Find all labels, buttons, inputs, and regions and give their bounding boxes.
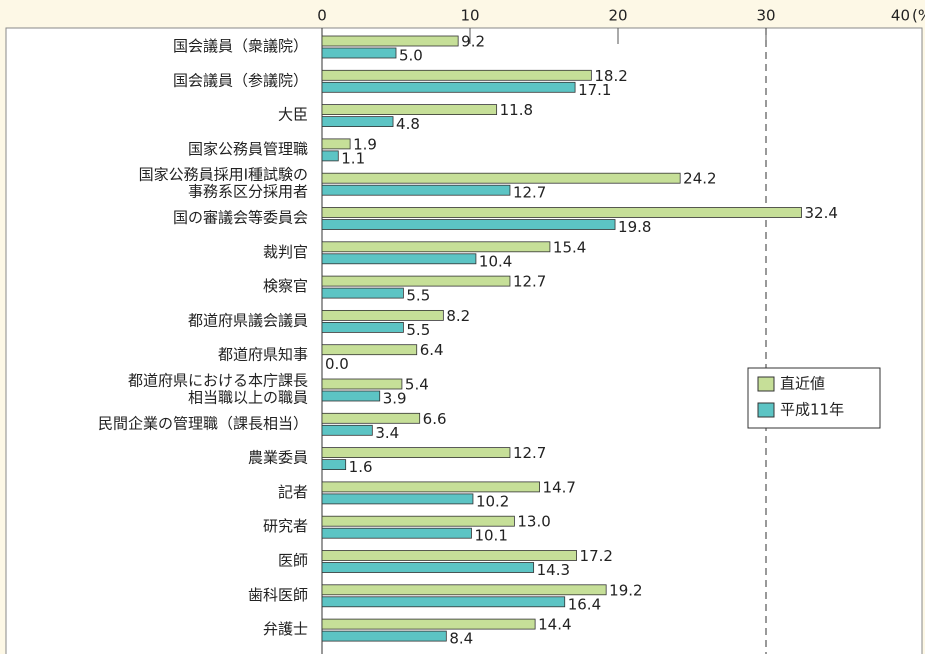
- x-tick-label: 10: [460, 7, 479, 25]
- bar: [322, 139, 350, 149]
- bar: [322, 288, 403, 298]
- value-label: 8.4: [449, 630, 473, 648]
- value-label: 5.0: [399, 47, 423, 65]
- category-label: 国家公務員管理職: [188, 139, 308, 157]
- value-label: 0.0: [325, 355, 349, 373]
- chart: 010203040(%)国会議員（衆議院）9.25.0国会議員（参議院）18.2…: [0, 0, 925, 654]
- bar: [322, 425, 372, 435]
- bar: [322, 82, 575, 92]
- value-label: 6.6: [423, 410, 447, 428]
- bar: [322, 185, 510, 195]
- value-label: 9.2: [461, 33, 485, 51]
- bar: [322, 36, 458, 46]
- category-label: 民間企業の管理職（課長相当）: [98, 414, 308, 432]
- bar: [322, 516, 514, 526]
- value-label: 1.1: [341, 149, 365, 167]
- category-label: 大臣: [278, 105, 308, 123]
- category-label: 記者: [278, 482, 308, 500]
- value-label: 14.7: [543, 478, 576, 496]
- value-label: 3.9: [383, 390, 407, 408]
- bar: [322, 460, 346, 470]
- bar: [322, 254, 476, 264]
- legend-swatch: [758, 377, 774, 391]
- bar: [322, 48, 396, 58]
- value-label: 3.4: [375, 424, 399, 442]
- category-label: 弁護士: [263, 620, 308, 638]
- bar: [322, 585, 606, 595]
- category-label: 都道府県知事: [218, 345, 308, 363]
- bar: [322, 413, 420, 423]
- value-label: 5.4: [405, 376, 429, 394]
- category-label: 都道府県議会議員: [188, 311, 308, 329]
- bar: [322, 619, 535, 629]
- value-label: 12.7: [513, 184, 546, 202]
- category-label: 国会議員（参議院）: [173, 71, 308, 89]
- value-label: 13.0: [517, 513, 550, 531]
- value-label: 6.4: [420, 341, 444, 359]
- category-label: 研究者: [263, 517, 308, 535]
- bar: [322, 208, 802, 218]
- category-label: 国会議員（衆議院）: [173, 37, 308, 55]
- value-label: 4.8: [396, 115, 420, 133]
- legend-label: 平成11年: [780, 401, 844, 419]
- bar: [322, 242, 550, 252]
- legend-label: 直近値: [780, 375, 825, 393]
- x-unit: (%): [912, 7, 925, 25]
- bar: [322, 310, 443, 320]
- bar: [322, 494, 473, 504]
- value-label: 32.4: [805, 204, 838, 222]
- value-label: 1.6: [349, 458, 373, 476]
- category-label: 国の審議会等委員会: [173, 208, 308, 226]
- bar: [322, 70, 591, 80]
- bar: [322, 345, 417, 355]
- value-label: 19.2: [609, 581, 642, 599]
- value-label: 10.4: [479, 252, 512, 270]
- category-label: 医師: [278, 551, 308, 569]
- value-label: 16.4: [568, 595, 601, 613]
- x-tick-label: 30: [756, 7, 775, 25]
- legend-swatch: [758, 403, 774, 417]
- x-tick-label: 0: [317, 7, 327, 25]
- value-label: 24.2: [683, 170, 716, 188]
- value-label: 8.2: [446, 307, 470, 325]
- bar: [322, 276, 510, 286]
- value-label: 12.7: [513, 273, 546, 291]
- value-label: 11.8: [500, 101, 533, 119]
- bar: [322, 322, 403, 332]
- bar: [322, 597, 565, 607]
- value-label: 10.2: [476, 492, 509, 510]
- value-label: 14.4: [538, 616, 571, 634]
- value-label: 14.3: [537, 561, 570, 579]
- bar: [322, 173, 680, 183]
- bar: [322, 151, 338, 161]
- value-label: 5.5: [406, 321, 430, 339]
- category-label: 裁判官: [263, 242, 308, 260]
- x-tick-label: 40: [891, 7, 910, 25]
- value-label: 15.4: [553, 238, 586, 256]
- value-label: 17.1: [578, 81, 611, 99]
- bar: [322, 528, 471, 538]
- x-tick-label: 20: [608, 7, 627, 25]
- bar: [322, 448, 510, 458]
- bar: [322, 563, 534, 573]
- value-label: 12.7: [513, 444, 546, 462]
- value-label: 19.8: [618, 218, 651, 236]
- category-label: 検察官: [263, 277, 308, 295]
- bar: [322, 220, 615, 230]
- value-label: 17.2: [580, 547, 613, 565]
- category-label: 農業委員: [248, 448, 308, 466]
- bar: [322, 631, 446, 641]
- bar: [322, 391, 380, 401]
- category-label: 歯科医師: [248, 585, 308, 603]
- value-label: 10.1: [474, 527, 507, 545]
- value-label: 5.5: [406, 287, 430, 305]
- bar: [322, 117, 393, 127]
- bar: [322, 482, 540, 492]
- bar: [322, 105, 497, 115]
- bar: [322, 379, 402, 389]
- bar: [322, 551, 577, 561]
